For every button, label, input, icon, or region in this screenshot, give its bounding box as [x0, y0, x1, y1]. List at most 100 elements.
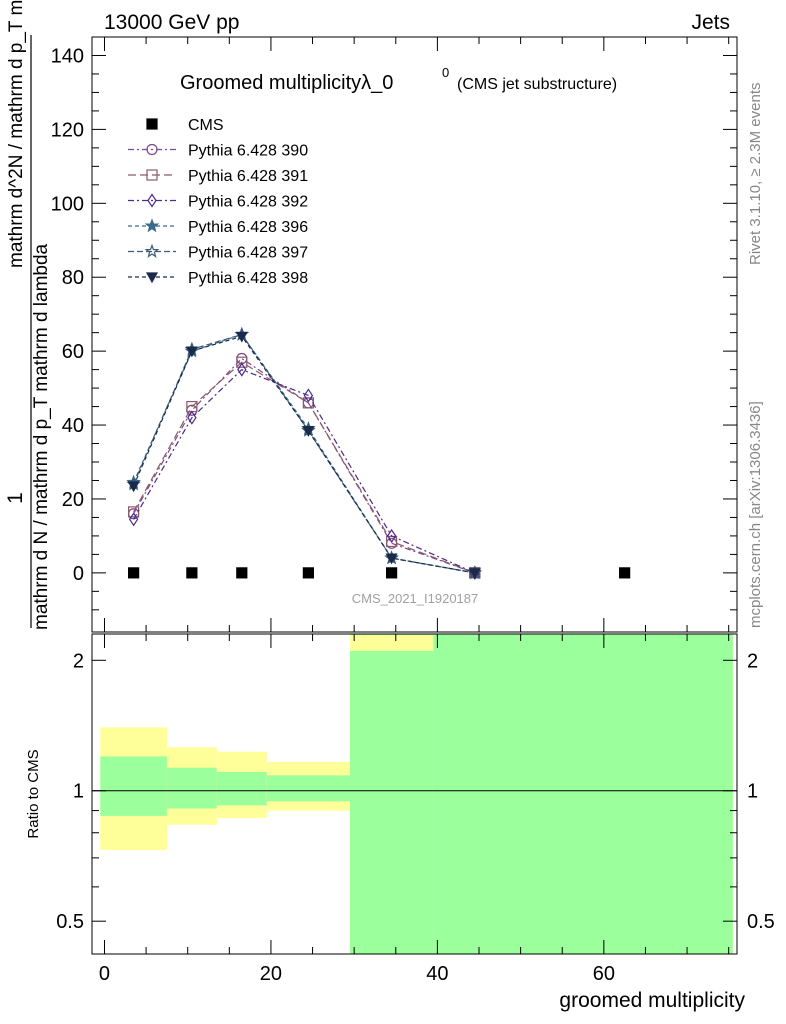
ratio-y-tick-label: 2 — [73, 650, 84, 672]
point-marker — [237, 362, 247, 377]
legend-entry: Pythia 6.428 397 — [128, 243, 308, 262]
point-marker — [386, 528, 397, 543]
title-sub: (CMS jet substructure) — [457, 76, 617, 93]
series-0 — [128, 567, 631, 579]
legend-label: Pythia 6.428 397 — [188, 245, 308, 262]
y-tick-label: 80 — [62, 267, 84, 289]
y-tick-label: 120 — [51, 119, 84, 141]
legend-label: Pythia 6.428 398 — [188, 270, 308, 287]
point-marker — [385, 553, 398, 565]
series-1 — [128, 352, 481, 579]
title-main: Groomed multiplicityλ_0 — [180, 72, 393, 94]
legend-label: Pythia 6.428 392 — [188, 194, 308, 211]
ratio-y-tick-label: 1 — [73, 781, 84, 803]
y-tick-label: 40 — [62, 415, 84, 437]
legend-label: Pythia 6.428 391 — [188, 168, 308, 185]
series-line — [133, 357, 476, 574]
mcplots-note: mcplots.cern.ch [arXiv:1306.3436] — [747, 401, 764, 628]
ratio-band-inner — [266, 775, 350, 802]
legend-label: Pythia 6.428 390 — [188, 143, 308, 160]
legend-entry: Pythia 6.428 398 — [128, 270, 308, 287]
ylabel-numerator: 1 — [4, 492, 27, 504]
legend-entry: Pythia 6.428 390 — [128, 143, 308, 160]
ratio-ylabel: Ratio to CMS — [25, 749, 42, 838]
x-tick-label: 0 — [99, 963, 110, 985]
ratio-y-tick-label-right: 1 — [747, 781, 758, 803]
point-marker — [185, 346, 198, 358]
point-marker — [144, 218, 160, 233]
point-marker — [128, 512, 139, 527]
point-marker — [144, 243, 160, 258]
point-marker — [128, 506, 140, 518]
ratio-band-inner — [166, 767, 217, 809]
point-marker — [127, 481, 140, 493]
y-tick-label: 0 — [73, 563, 84, 585]
ratio-band-inner — [216, 771, 267, 806]
ylabel-denominator: mathrm d N / mathrm d p_T mathrm d lambd… — [31, 243, 52, 630]
rivet-note: Rivet 3.1.10, ≥ 2.3M events — [747, 83, 764, 266]
series-3 — [128, 362, 480, 580]
series-2 — [128, 356, 481, 579]
series-line — [133, 335, 475, 574]
data-point-marker — [619, 567, 631, 579]
ratio-band-inner — [100, 756, 167, 816]
series-line — [133, 333, 475, 574]
point-marker — [302, 425, 315, 437]
series-6 — [127, 331, 481, 580]
ratio-y-tick-label: 0.5 — [56, 911, 84, 933]
data-point-marker — [386, 567, 398, 579]
data-point-marker — [302, 567, 314, 579]
ratio-y-axis: 0.5 0.5 1 1 2 2 — [56, 650, 775, 933]
ratio-y-tick-label-right: 0.5 — [747, 911, 775, 933]
data-point-marker — [186, 567, 198, 579]
legend-entry: Pythia 6.428 396 — [128, 218, 308, 236]
series-4 — [126, 326, 483, 580]
ratio-frame — [91, 633, 738, 955]
ratio-band-inner — [433, 634, 733, 954]
ylabel-right: mathrm d^2N / mathrm d p_T mathrm d lamb… — [6, 0, 27, 268]
legend: CMS Pythia 6.428 390 Pythia 6.428 391 Pythi… — [128, 117, 308, 287]
y-tick-label: 140 — [51, 45, 84, 67]
x-tick-label: 60 — [593, 963, 615, 985]
point-marker — [187, 410, 197, 425]
point-marker — [468, 568, 481, 580]
upper-frame — [91, 36, 738, 633]
upper-y-axis: 0 20 40 60 80 100 120 140 — [51, 45, 737, 611]
legend-label: CMS — [188, 117, 224, 134]
upper-x-ticks — [103, 37, 730, 632]
series-line — [133, 361, 476, 574]
point-marker — [146, 169, 158, 181]
analysis-watermark: CMS_2021_I1920187 — [352, 591, 479, 606]
y-tick-label: 100 — [51, 193, 84, 215]
y-tick-label: 20 — [62, 489, 84, 511]
x-tick-label: 20 — [260, 963, 282, 985]
ratio-y-tick-label-right: 2 — [747, 650, 758, 672]
data-point-marker — [146, 118, 158, 130]
header-right: Jets — [691, 11, 730, 34]
legend-entry: Pythia 6.428 391 — [128, 168, 308, 185]
legend-entry: CMS — [146, 117, 224, 134]
point-marker — [145, 272, 159, 284]
legend-label: Pythia 6.428 396 — [188, 219, 308, 236]
x-tick-label: 40 — [426, 963, 448, 985]
series-line — [133, 333, 475, 574]
point-marker — [303, 388, 314, 403]
ratio-band-outer — [350, 635, 434, 651]
title-sup: 0 — [442, 65, 449, 80]
plot-title: Groomed multiplicityλ_0 0 (CMS jet subst… — [180, 65, 617, 94]
legend-entry: Pythia 6.428 392 — [128, 193, 308, 211]
point-marker — [235, 331, 248, 343]
ratio-band-inner — [350, 634, 434, 954]
y-tick-label: 60 — [62, 341, 84, 363]
series-group — [126, 326, 631, 580]
point-marker — [146, 143, 158, 156]
header-left: 13000 GeV pp — [104, 11, 239, 34]
ratio-bands — [100, 634, 733, 954]
point-marker — [236, 356, 248, 368]
data-point-marker — [236, 567, 248, 579]
x-axis-label: groomed multiplicity — [559, 989, 745, 1012]
point-marker — [147, 193, 157, 208]
data-point-marker — [128, 567, 140, 579]
series-line — [133, 368, 476, 574]
